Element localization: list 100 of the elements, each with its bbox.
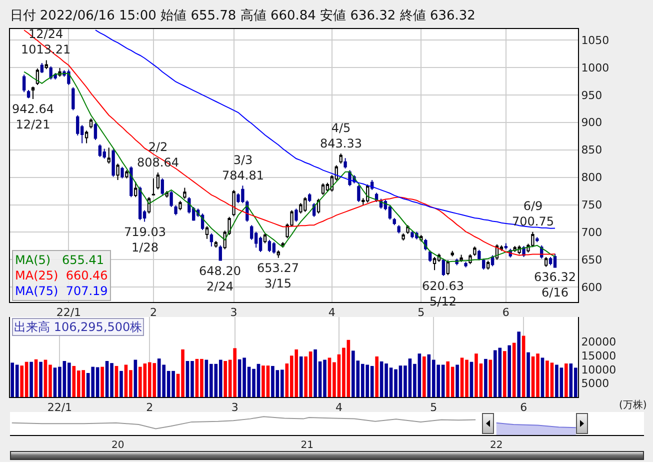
candlestick (174, 204, 178, 216)
candlestick (432, 256, 436, 271)
annotation: 942.64 12/21 (12, 102, 54, 132)
candlestick (205, 226, 209, 240)
bar (564, 363, 568, 397)
y-tick-label: 750 (581, 198, 602, 212)
candlestick (210, 232, 214, 248)
candlestick (22, 74, 26, 93)
x-tick-label: 22/1 (47, 401, 72, 414)
y-tick-label: 600 (581, 281, 602, 294)
bar (470, 362, 474, 397)
bar (456, 364, 459, 397)
annotation: 3/3 784.81 (222, 153, 264, 183)
candlestick (464, 261, 468, 268)
bar (375, 356, 378, 397)
text: MA(25) 660.46 (15, 268, 108, 283)
candlestick (84, 130, 88, 144)
bar (120, 370, 123, 397)
bar (114, 366, 118, 397)
candlestick (536, 236, 539, 243)
x-tick-label: 2 (146, 401, 154, 414)
bar (422, 356, 426, 397)
x-tick-label: 22/1 (56, 306, 82, 320)
candlestick (134, 181, 138, 198)
x-tick-label: 5 (430, 401, 438, 414)
candlestick (218, 244, 222, 262)
candlestick (170, 190, 173, 208)
candlestick (504, 242, 508, 250)
text: MA(5) 655.41 (15, 253, 104, 267)
x-tick-label: 2 (150, 306, 157, 320)
annotation: 4/5 843.33 (320, 121, 362, 151)
bar (522, 336, 526, 397)
y-axis-title: (万株) (619, 399, 647, 411)
bar (512, 342, 516, 397)
y-tick-label: 700 (581, 226, 602, 240)
y-tick-label: 15000 (581, 349, 616, 362)
candlestick (26, 89, 30, 99)
candlestick (138, 186, 142, 221)
candlestick (486, 260, 490, 270)
candlestick (107, 147, 110, 164)
candlestick (339, 153, 342, 164)
annotation: 653.27 3/15 (257, 261, 299, 291)
candlestick (156, 172, 160, 190)
annotation: 6/9 700.75 (512, 199, 554, 229)
candlestick (152, 178, 156, 196)
bar (526, 352, 530, 397)
chart-title: 日付 2022/06/16 15:00 始値 655.78 高値 660.84 安値 636.32 終値 636.32 (10, 8, 476, 24)
x-tick-label: 20 (112, 440, 124, 451)
candlestick (31, 86, 35, 100)
candlestick (294, 208, 298, 222)
bar (34, 359, 38, 397)
candlestick (102, 148, 106, 160)
bar (488, 360, 492, 397)
y-tick-label: 650 (581, 254, 602, 267)
y-tick-label: 850 (581, 144, 602, 157)
candlestick (112, 148, 115, 178)
annotation: 719.03 1/28 (124, 225, 166, 255)
bar (134, 360, 138, 397)
bar (39, 362, 42, 397)
candlestick (473, 246, 476, 256)
bar (484, 358, 488, 397)
y-tick-label: 10000 (581, 363, 616, 376)
bar (540, 358, 544, 397)
y-tick-label: 900 (581, 116, 602, 130)
candlestick (263, 232, 267, 244)
candlestick (160, 178, 164, 196)
candlestick (268, 239, 272, 253)
candlestick (183, 187, 186, 200)
candlestick (544, 256, 548, 268)
candlestick (321, 182, 325, 196)
y-tick-label: 20000 (581, 336, 616, 349)
x-tick-label: 4 (328, 306, 336, 320)
x-tick-label: 5 (418, 306, 425, 320)
candlestick (442, 258, 446, 276)
y-tick-label: 1000 (581, 61, 610, 74)
candlestick (397, 224, 400, 234)
bar (299, 356, 303, 397)
candlestick (98, 144, 102, 158)
bar (502, 351, 506, 397)
candlestick (308, 192, 312, 203)
bar (517, 332, 520, 397)
bar (30, 362, 33, 397)
x-tick-label: 6 (520, 401, 528, 414)
x-tick-label: 21 (300, 440, 314, 451)
candlestick (44, 60, 48, 70)
candlestick (478, 249, 481, 261)
candlestick (276, 250, 280, 258)
annotation: 648.20 2/24 (199, 264, 241, 294)
candlestick (482, 258, 486, 270)
candlestick (553, 253, 557, 268)
candlestick (272, 242, 276, 254)
candlestick (214, 240, 218, 248)
candlestick (116, 163, 120, 181)
line-series (94, 30, 556, 229)
x-tick-label: 4 (335, 401, 342, 414)
x-tick-label: 22 (490, 440, 503, 451)
x-tick-label: 3 (231, 401, 238, 414)
candlestick (232, 189, 236, 217)
bar (508, 345, 512, 397)
candlestick (428, 250, 432, 262)
